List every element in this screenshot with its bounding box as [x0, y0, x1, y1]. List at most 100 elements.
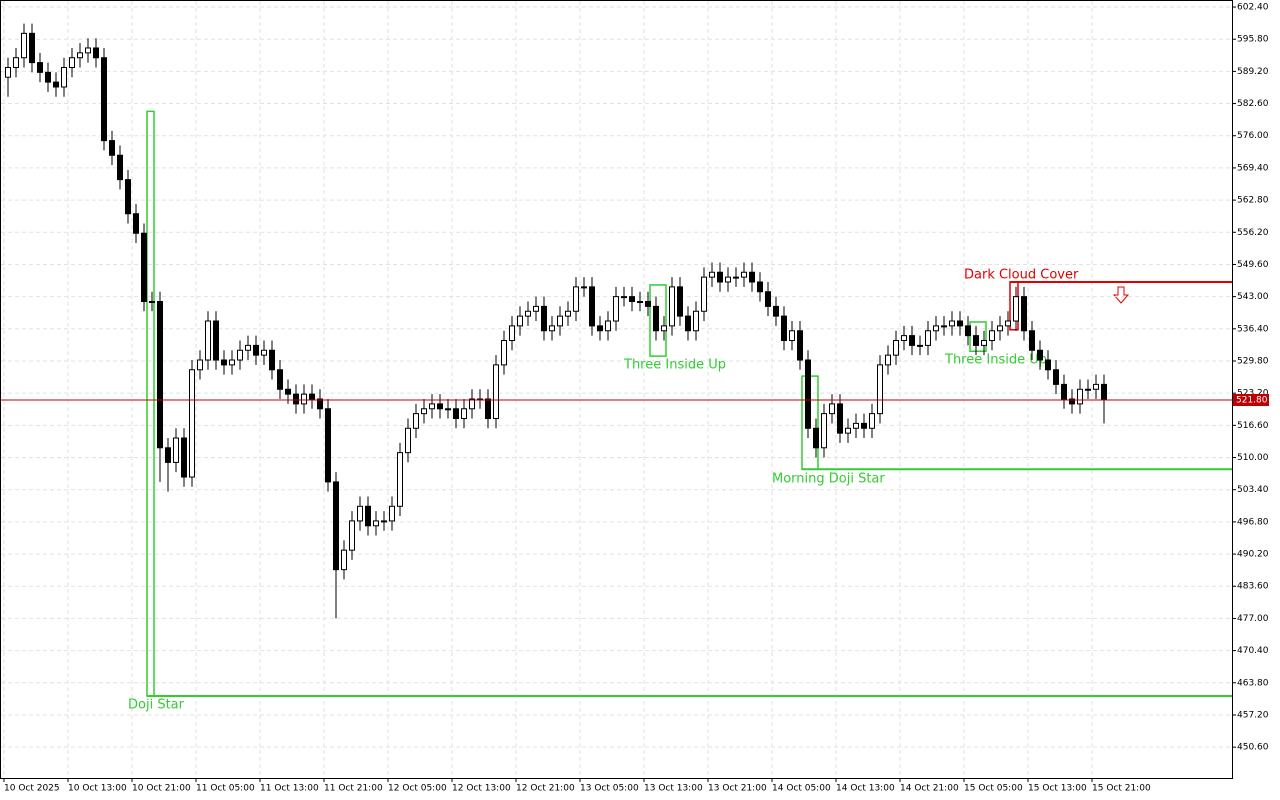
- candle: [301, 384, 307, 414]
- x-tick-label: 13 Oct 05:00: [580, 784, 639, 794]
- x-tick-label: 10 Oct 21:00: [132, 784, 191, 794]
- y-tick-label: 483.60: [1237, 582, 1269, 592]
- candle-body: [197, 359, 203, 371]
- candle: [5, 57, 11, 97]
- candle: [605, 311, 611, 341]
- candle-body: [981, 340, 987, 346]
- candle-body: [389, 505, 395, 522]
- candle-body: [1045, 359, 1051, 371]
- y-tick-label: 457.20: [1237, 710, 1269, 720]
- candle-body: [949, 320, 955, 327]
- candle: [317, 389, 323, 419]
- candle: [541, 296, 547, 341]
- candle-body: [309, 393, 315, 400]
- candle-body: [933, 325, 939, 332]
- y-tick-label: 602.40: [1237, 3, 1269, 13]
- candle: [997, 316, 1003, 341]
- candle-body: [813, 427, 819, 449]
- candle: [21, 23, 27, 68]
- candle: [101, 47, 107, 151]
- x-tick-label: 13 Oct 21:00: [708, 784, 767, 794]
- candle: [885, 345, 891, 375]
- candle-body: [725, 276, 731, 283]
- candle: [869, 403, 875, 439]
- candle-body: [501, 340, 507, 366]
- candle: [685, 306, 691, 341]
- candle-body: [1069, 398, 1075, 405]
- candle-body: [173, 437, 179, 463]
- candle-body: [517, 315, 523, 327]
- candle: [509, 316, 515, 351]
- candle: [909, 325, 915, 356]
- candle: [677, 277, 683, 326]
- candle: [189, 360, 195, 487]
- candle: [573, 277, 579, 322]
- candle: [341, 540, 347, 580]
- candle: [597, 316, 603, 341]
- candle: [917, 335, 923, 356]
- candle: [293, 384, 299, 414]
- x-tick-label: 12 Oct 13:00: [452, 784, 511, 794]
- candle: [445, 399, 451, 419]
- candle: [765, 282, 771, 317]
- candle: [45, 62, 51, 92]
- candle: [389, 496, 395, 531]
- candle-body: [325, 408, 331, 483]
- candle-body: [909, 335, 915, 346]
- candle-body: [597, 325, 603, 332]
- pattern-label: Morning Doji Star: [772, 472, 885, 487]
- candle-body: [125, 179, 131, 215]
- y-tick-label: 582.60: [1237, 99, 1269, 109]
- candle-body: [901, 335, 907, 342]
- candle: [213, 311, 219, 370]
- candle: [733, 267, 739, 287]
- candle-body: [877, 364, 883, 415]
- candle-body: [637, 301, 643, 304]
- candle: [181, 428, 187, 487]
- y-tick-label: 536.40: [1237, 324, 1269, 334]
- candle: [1021, 286, 1027, 341]
- candle-body: [549, 325, 555, 332]
- candle: [325, 399, 331, 492]
- candle: [29, 23, 35, 73]
- candle-body: [229, 359, 235, 366]
- candle: [877, 355, 883, 424]
- candle-body: [1101, 383, 1107, 401]
- candle: [653, 296, 659, 341]
- candle-body: [461, 408, 467, 420]
- candle: [949, 311, 955, 336]
- candle: [1037, 340, 1043, 370]
- current-price-tag: [1233, 393, 1269, 406]
- candle-body: [37, 62, 43, 73]
- candle-body: [61, 66, 67, 88]
- candle-body: [645, 301, 651, 307]
- candle: [149, 291, 155, 312]
- candle-body: [109, 140, 115, 156]
- x-tick-label: 14 Oct 13:00: [836, 784, 895, 794]
- candle-body: [997, 325, 1003, 332]
- candle-body: [269, 349, 275, 371]
- candle: [781, 306, 787, 351]
- candle: [813, 418, 819, 458]
- candle: [757, 272, 763, 302]
- candle-body: [733, 276, 739, 279]
- x-tick-label: 12 Oct 05:00: [388, 784, 447, 794]
- candle-body: [789, 330, 795, 342]
- candle: [621, 286, 627, 307]
- candle: [557, 306, 563, 336]
- candle: [309, 384, 315, 409]
- pattern-box: [649, 284, 667, 357]
- candle-body: [1085, 388, 1091, 391]
- y-tick-label: 569.40: [1237, 163, 1269, 173]
- candle-body: [581, 286, 587, 289]
- candle-body: [237, 349, 243, 361]
- candle: [637, 291, 643, 312]
- candle-body: [1053, 369, 1059, 385]
- candle-body: [821, 413, 827, 449]
- candle-body: [469, 398, 475, 410]
- candle: [773, 296, 779, 326]
- candle-body: [1013, 296, 1019, 322]
- candle: [893, 330, 899, 365]
- candle-body: [709, 271, 715, 278]
- x-tick-label: 11 Oct 13:00: [260, 784, 319, 794]
